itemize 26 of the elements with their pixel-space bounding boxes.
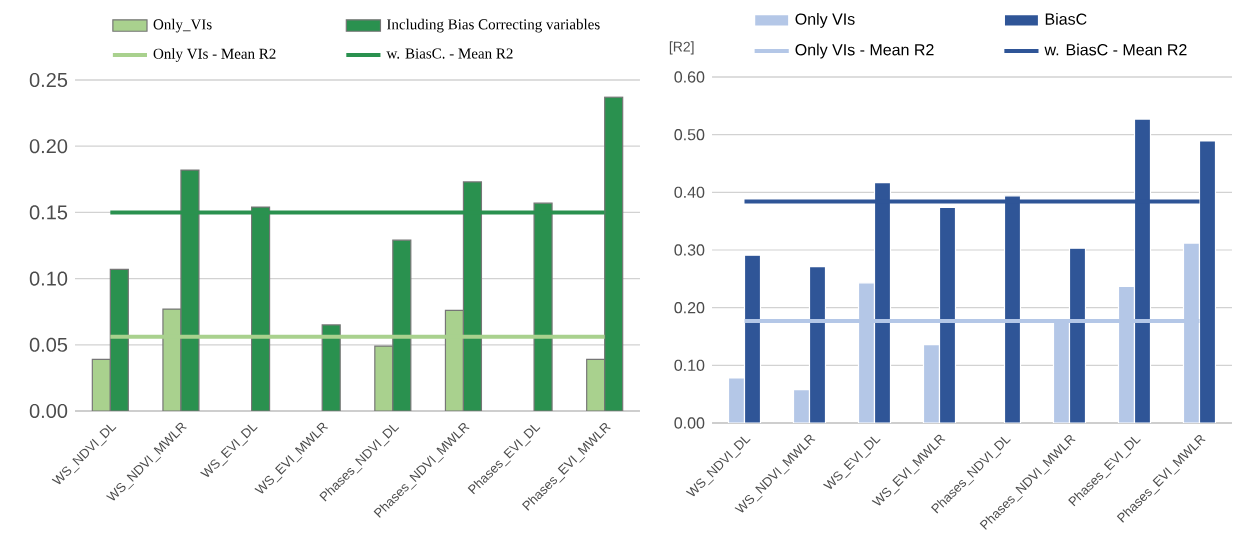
y-tick-label: 0.15 xyxy=(29,205,68,220)
y-tick-label: 0.10 xyxy=(674,359,705,372)
legend-label: Only_VIs xyxy=(153,18,212,33)
bar xyxy=(321,324,341,412)
y-tick-label: 0.50 xyxy=(674,129,705,141)
y-axis-title: [R2] xyxy=(669,41,694,55)
legend-label: w. BiasC. - Mean R2 xyxy=(386,48,513,59)
y-tick-label: 0.00 xyxy=(29,404,68,419)
y-tick-label: 0.30 xyxy=(674,244,705,256)
y-tick-label: 0.10 xyxy=(29,271,68,286)
legend-label: Only VIs xyxy=(795,13,855,29)
y-tick-label: 0.60 xyxy=(674,71,705,83)
bar xyxy=(922,344,941,424)
bar xyxy=(792,389,811,424)
y-tick-label: 0.40 xyxy=(674,186,705,199)
y-tick-label: 0.00 xyxy=(674,417,705,429)
legend-label: w. BiasC - Mean R2 xyxy=(1044,43,1187,56)
y-tick-label: 0.20 xyxy=(29,139,68,154)
legend-label: BiasC xyxy=(1045,13,1087,25)
legend-label: Including Bias Correcting variables xyxy=(386,18,600,33)
legend-label: Only VIs - Mean R2 xyxy=(153,48,276,62)
y-tick-label: 0.25 xyxy=(29,73,68,88)
bar xyxy=(727,377,746,424)
y-tick-label: 0.05 xyxy=(29,337,68,352)
y-tick-label: 0.20 xyxy=(674,302,705,314)
legend-label: Only VIs - Mean R2 xyxy=(795,43,934,59)
